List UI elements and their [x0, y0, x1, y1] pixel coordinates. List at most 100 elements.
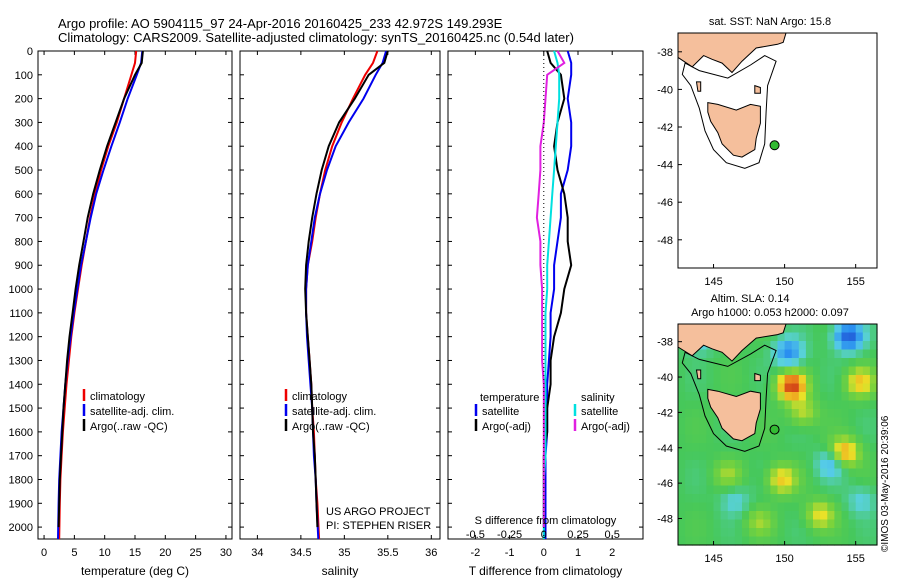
sla-cell — [692, 434, 700, 444]
sla-cell — [827, 485, 835, 495]
sla-cell — [763, 409, 771, 419]
sla-cell — [813, 409, 821, 419]
sla-cell — [848, 434, 857, 444]
sla-cell — [862, 528, 871, 538]
sla-cell — [749, 460, 757, 470]
sla-cell — [827, 358, 835, 368]
sla-cell — [692, 417, 700, 427]
sla-cell — [798, 366, 807, 376]
sla-cell — [798, 400, 807, 410]
sla-cell — [798, 349, 807, 359]
sla-cell — [777, 485, 786, 495]
map-y-tick-label: -40 — [657, 372, 673, 384]
sla-cell — [791, 400, 800, 410]
sla-cell — [749, 468, 757, 478]
sla-cell — [720, 536, 729, 546]
sla-cell — [734, 511, 743, 521]
sla-cell — [770, 494, 779, 504]
tasmania — [707, 388, 761, 442]
legend-label: satellite-adj. clim. — [90, 406, 174, 418]
sla-cell — [692, 392, 700, 402]
sla-cell — [827, 400, 835, 410]
sla-cell — [685, 536, 693, 546]
argo-float-marker — [769, 424, 780, 435]
sla-cell — [869, 383, 878, 393]
sla-cell — [805, 324, 814, 334]
sla-cell — [749, 519, 757, 529]
sla-cell — [742, 502, 750, 512]
sla-cell — [685, 502, 693, 512]
sla-cell — [805, 426, 814, 436]
sla-cell — [834, 409, 843, 419]
sla-cell — [678, 358, 686, 368]
sla-cell — [685, 417, 693, 427]
sla-cell — [699, 519, 707, 529]
sla-cell — [678, 519, 686, 529]
x-tick-label: 10 — [99, 547, 111, 559]
sla-cell — [869, 417, 878, 427]
sla-cell — [848, 400, 857, 410]
sla-cell — [805, 485, 814, 495]
sla-cell — [692, 460, 700, 470]
sst-map — [677, 32, 878, 269]
sla-cell — [869, 358, 878, 368]
sla-cell — [770, 392, 779, 402]
sla-cell — [734, 366, 743, 376]
sla-cell — [820, 324, 828, 334]
sla-cell — [727, 468, 736, 478]
sla-cell — [699, 417, 707, 427]
map-y-tick-label: -42 — [657, 122, 673, 134]
sla-cell — [777, 358, 786, 368]
sla-cell — [784, 409, 793, 419]
sla-cell — [720, 366, 729, 376]
sla-cell — [685, 528, 693, 538]
sla-cell — [869, 511, 878, 521]
sla-cell — [805, 341, 814, 351]
sla-cell — [713, 502, 722, 512]
sla-cell — [862, 400, 871, 410]
map-y-tick-label: -48 — [657, 513, 673, 525]
sla-cell — [813, 528, 821, 538]
sla-cell — [813, 434, 821, 444]
sla-cell — [713, 434, 722, 444]
sla-cell — [727, 511, 736, 521]
sla-cell — [791, 341, 800, 351]
sla-cell — [706, 502, 715, 512]
sla-cell — [827, 392, 835, 402]
sla-cell — [841, 324, 850, 334]
sla-cell — [749, 536, 757, 546]
sla-cell — [713, 426, 722, 436]
sla-cell — [813, 349, 821, 359]
sla-cell — [855, 502, 864, 512]
sla-cell — [749, 528, 757, 538]
sla-cell — [798, 502, 807, 512]
sla-cell — [734, 477, 743, 487]
sla-cell — [713, 366, 722, 376]
sla-cell — [869, 451, 878, 461]
sla-cell — [855, 485, 864, 495]
map-y-tick-label: -46 — [657, 478, 673, 490]
sla-cell — [841, 443, 850, 453]
sla-cell — [805, 366, 814, 376]
legend-label: Argo(..raw -QC) — [292, 421, 370, 433]
sla-cell — [692, 383, 700, 393]
sla-cell — [813, 392, 821, 402]
sla-cell — [763, 519, 771, 529]
sla-cell — [749, 443, 757, 453]
sla-cell — [742, 536, 750, 546]
sla-cell — [834, 460, 843, 470]
sla-cell — [855, 375, 864, 385]
x-tick-label: 2 — [609, 547, 615, 559]
sla-cell — [798, 485, 807, 495]
sla-cell — [678, 451, 686, 461]
series-line-argo-raw-qc- — [304, 50, 389, 528]
sla-cell — [706, 528, 715, 538]
sla-cell — [862, 366, 871, 376]
sla-cell — [820, 451, 828, 461]
sla-cell — [827, 502, 835, 512]
sla-cell — [727, 434, 736, 444]
sla-cell — [678, 400, 686, 410]
sla-cell — [713, 383, 722, 393]
sla-cell — [692, 451, 700, 461]
sla-cell — [784, 324, 793, 334]
